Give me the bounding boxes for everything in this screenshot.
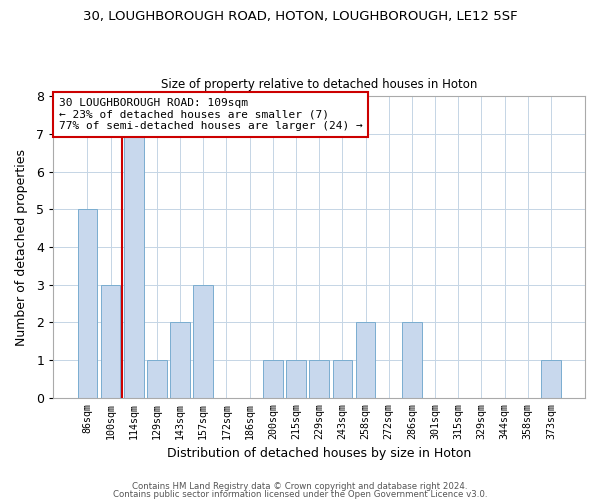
X-axis label: Distribution of detached houses by size in Hoton: Distribution of detached houses by size … (167, 447, 472, 460)
Text: Contains HM Land Registry data © Crown copyright and database right 2024.: Contains HM Land Registry data © Crown c… (132, 482, 468, 491)
Text: Contains public sector information licensed under the Open Government Licence v3: Contains public sector information licen… (113, 490, 487, 499)
Bar (356, 322, 376, 398)
Bar (263, 360, 283, 398)
Text: 30 LOUGHBOROUGH ROAD: 109sqm
← 23% of detached houses are smaller (7)
77% of sem: 30 LOUGHBOROUGH ROAD: 109sqm ← 23% of de… (59, 98, 362, 131)
Bar (541, 360, 561, 398)
Bar (193, 285, 213, 398)
Bar (332, 360, 352, 398)
Title: Size of property relative to detached houses in Hoton: Size of property relative to detached ho… (161, 78, 478, 91)
Bar (147, 360, 167, 398)
Bar (402, 322, 422, 398)
Bar (286, 360, 306, 398)
Text: 30, LOUGHBOROUGH ROAD, HOTON, LOUGHBOROUGH, LE12 5SF: 30, LOUGHBOROUGH ROAD, HOTON, LOUGHBOROU… (83, 10, 517, 23)
Bar (170, 322, 190, 398)
Bar (77, 210, 97, 398)
Y-axis label: Number of detached properties: Number of detached properties (15, 148, 28, 346)
Bar (310, 360, 329, 398)
Bar (101, 285, 121, 398)
Bar (124, 134, 143, 398)
